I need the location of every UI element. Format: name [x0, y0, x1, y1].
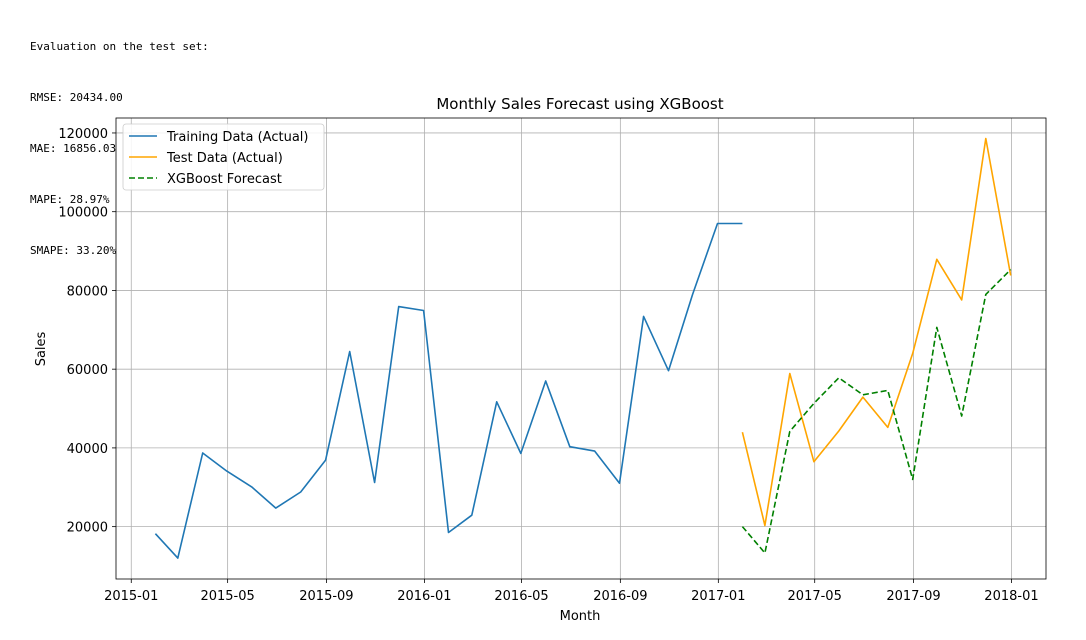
evaluation-metrics: Evaluation on the test set: RMSE: 20434.…	[30, 4, 209, 276]
x-tick-label: 2017-09	[886, 589, 940, 604]
x-tick-label: 2016-05	[494, 589, 548, 604]
x-tick-label: 2016-09	[593, 589, 647, 604]
x-tick-label: 2018-01	[984, 589, 1038, 604]
y-tick-label: 80000	[67, 284, 108, 299]
series-line-1	[741, 137, 1012, 527]
x-axis: 2015-01 2015-05 2015-09 2016-01 2016-05 2016-…	[104, 579, 1039, 604]
legend-label: XGBoost Forecast	[167, 172, 282, 187]
metric-smape: SMAPE: 33.20%	[30, 244, 117, 257]
legend-label: Training Data (Actual)	[166, 130, 308, 145]
x-tick-label: 2016-01	[397, 589, 451, 604]
x-tick-label: 2017-05	[788, 589, 842, 604]
y-tick-label: 60000	[67, 363, 108, 378]
evaluation-heading: Evaluation on the test set:	[30, 40, 209, 53]
y-tick-label: 20000	[67, 521, 108, 536]
series-line-2	[741, 269, 1012, 554]
plot-frame	[115, 117, 1047, 580]
metric-mae: MAE: 16856.03	[30, 142, 117, 155]
metric-mape: MAPE: 28.97%	[30, 193, 110, 206]
y-tick-label: 120000	[58, 127, 108, 142]
legend-frame	[122, 123, 325, 191]
legend: Training Data (Actual) Test Data (Actual)…	[122, 123, 325, 191]
y-tick-label: 100000	[58, 206, 108, 221]
x-axis-label: Month	[560, 609, 601, 624]
y-axis-label: Sales	[34, 331, 49, 366]
y-tick-label: 40000	[67, 442, 108, 457]
metric-rmse: RMSE: 20434.00	[30, 91, 123, 104]
series-line-0	[154, 222, 743, 559]
x-tick-label: 2015-05	[200, 589, 254, 604]
chart-title: Monthly Sales Forecast using XGBoost	[436, 95, 723, 113]
x-tick-label: 2017-01	[691, 589, 745, 604]
series-layer	[154, 137, 1012, 559]
y-axis: 20000 40000 60000 80000 100000 120000	[58, 127, 116, 536]
x-tick-label: 2015-09	[299, 589, 353, 604]
legend-label: Test Data (Actual)	[166, 151, 283, 166]
x-tick-label: 2015-01	[104, 589, 158, 604]
